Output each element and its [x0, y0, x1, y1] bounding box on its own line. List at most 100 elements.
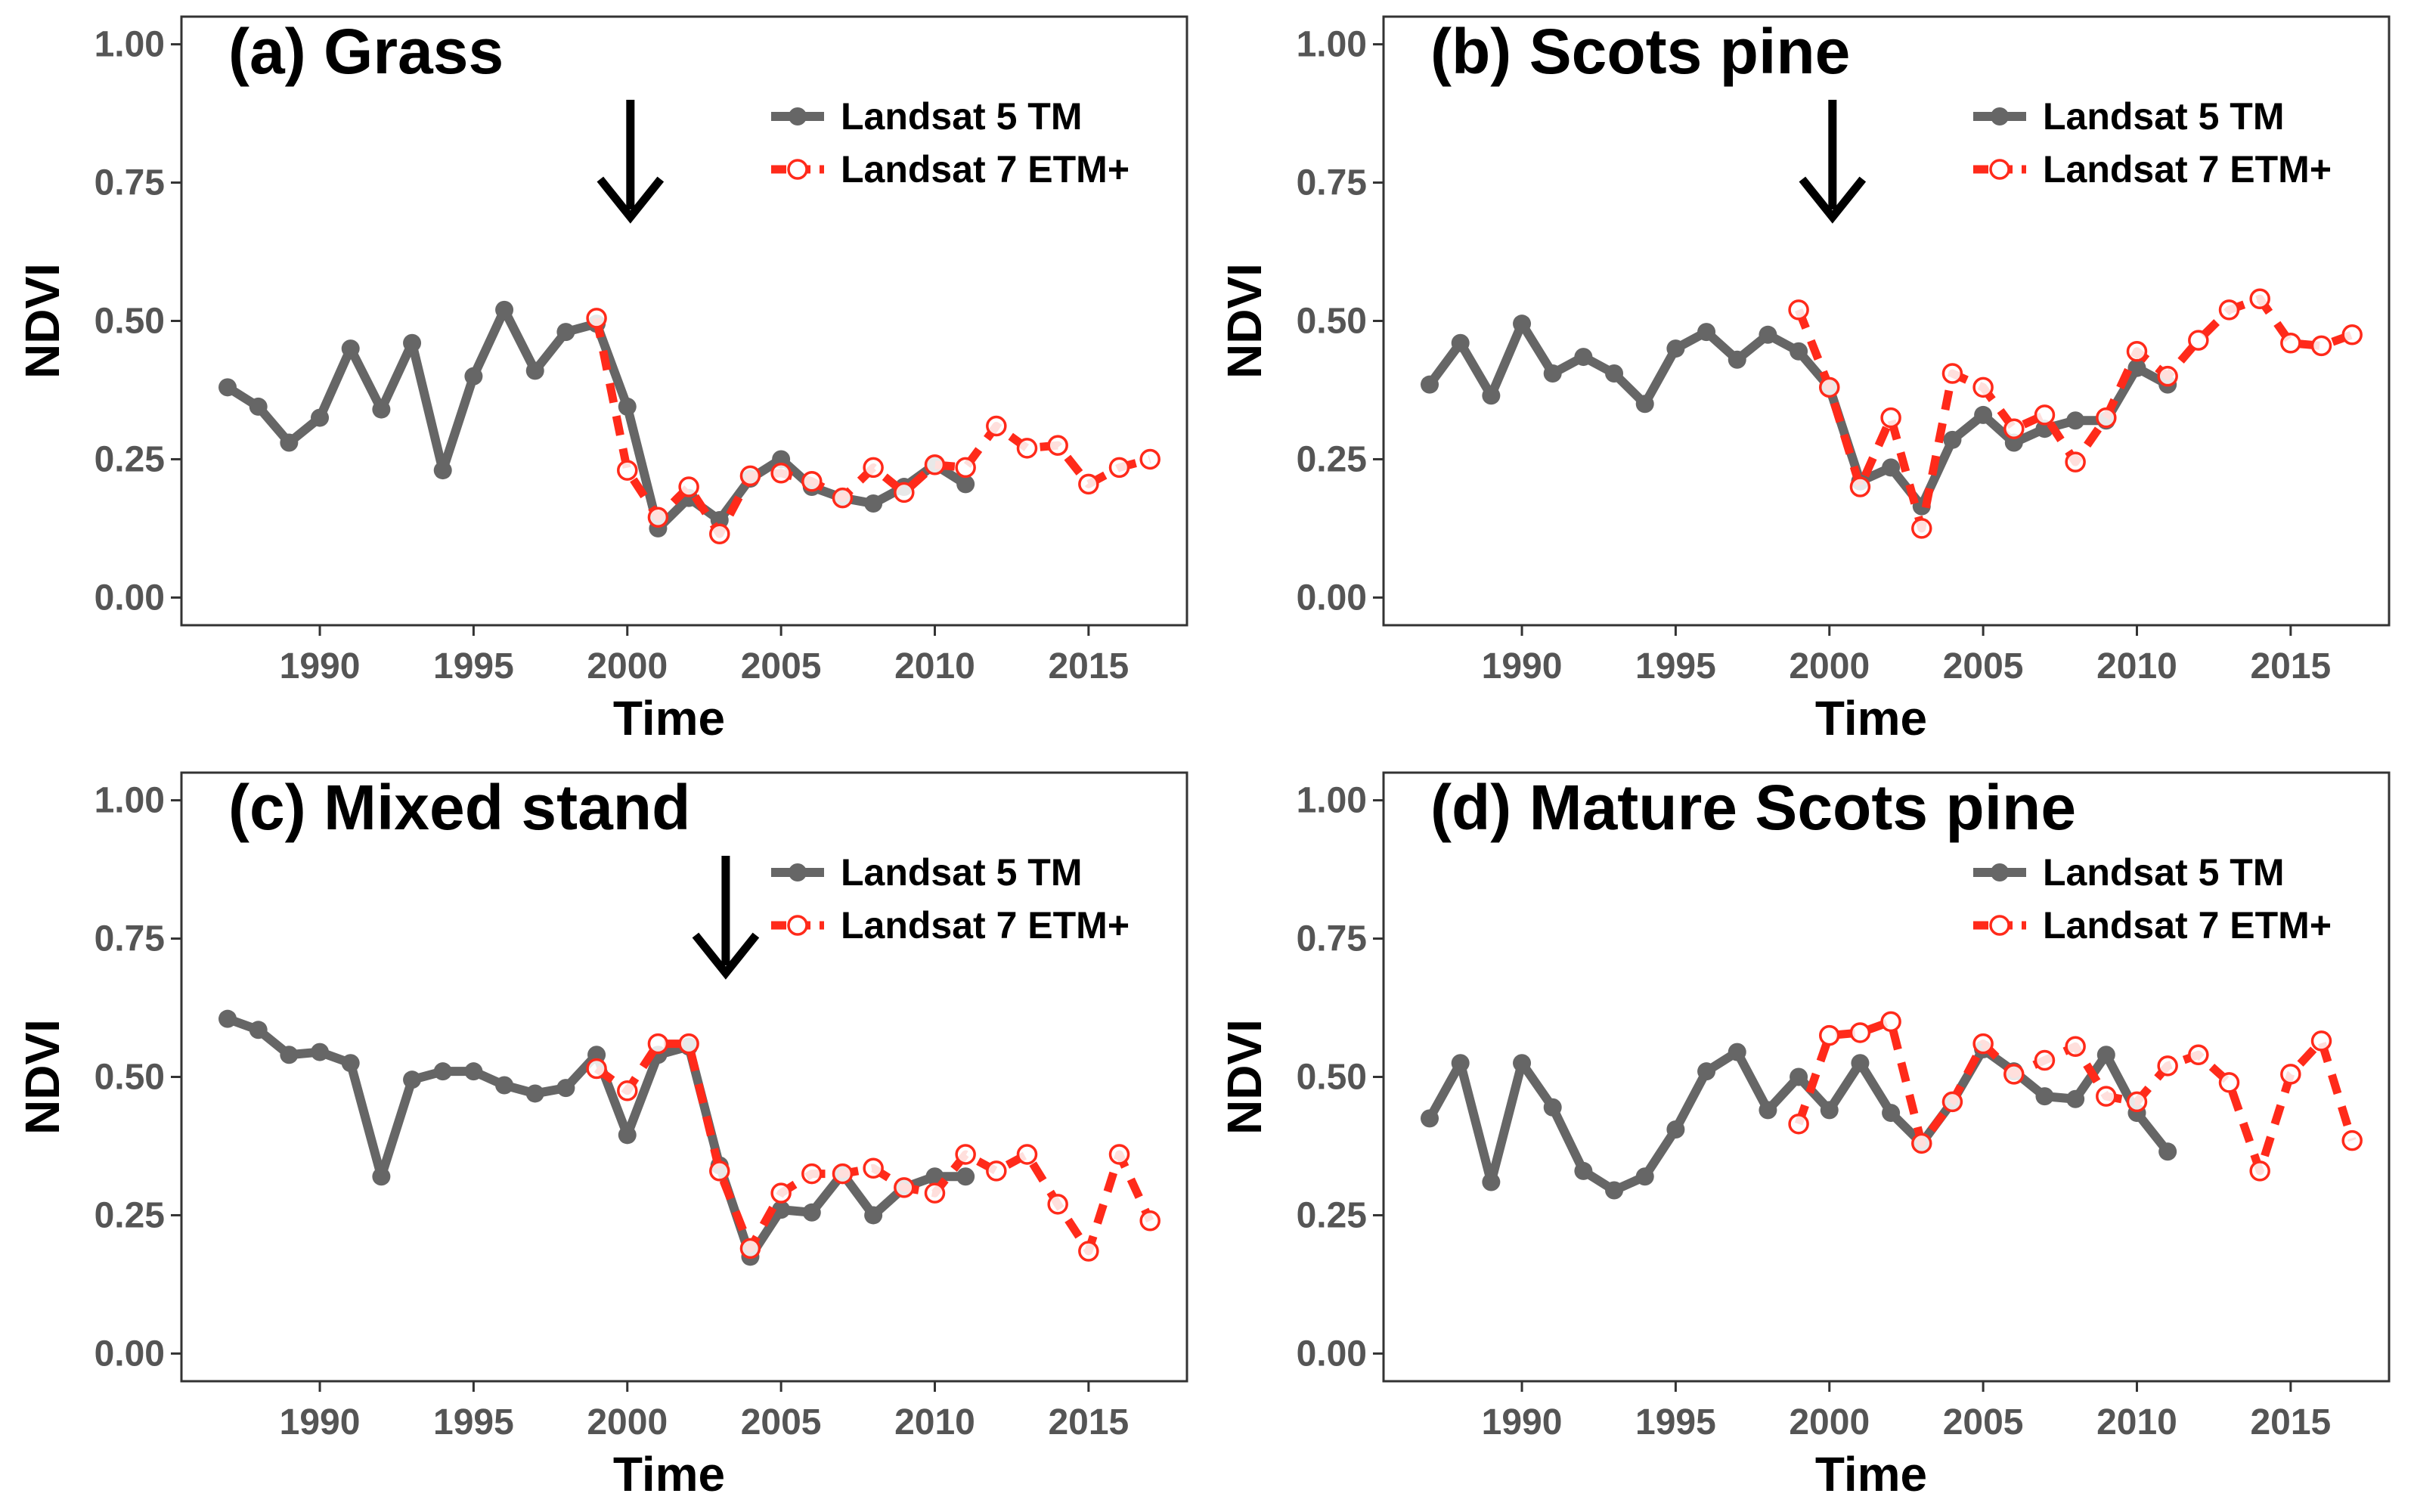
landsat5-point [1666, 339, 1685, 358]
landsat7-point [1016, 1144, 1038, 1165]
landsat5-point [495, 1076, 514, 1095]
landsat7-point [617, 460, 638, 481]
landsat5-point [403, 1070, 422, 1089]
landsat7-point [1880, 1011, 1901, 1033]
landsat7-point [1972, 1033, 1994, 1055]
landsat5-point [1605, 364, 1624, 383]
landsat7-point [2280, 333, 2301, 354]
landsat5-point [218, 1009, 237, 1028]
landsat7-point [1078, 1241, 1099, 1262]
landsat7-point [2157, 1055, 2178, 1077]
legend-landsat5-swatch-point [789, 107, 807, 125]
landsat5-point [1482, 1173, 1501, 1191]
landsat5-point [1451, 1054, 1470, 1073]
landsat7-point [2310, 335, 2332, 357]
x-tick-label: 1995 [1635, 1402, 1716, 1442]
landsat7-point [2188, 1044, 2209, 1065]
landsat7-point [2034, 1049, 2056, 1071]
landsat7-point [1972, 376, 1994, 398]
landsat7-point [863, 1157, 884, 1179]
landsat5-point [802, 1203, 821, 1222]
landsat5-point [864, 494, 883, 513]
y-tick-label: 0.25 [95, 1195, 165, 1235]
landsat5-point [618, 397, 637, 416]
landsat5-point [280, 1046, 299, 1064]
x-tick-label: 2010 [2096, 1402, 2177, 1442]
landsat7-point [1819, 1024, 1840, 1046]
legend-landsat7-label: Landsat 7 ETM+ [841, 148, 1130, 191]
landsat5-point [311, 1043, 330, 1061]
landsat7-point [1911, 518, 1932, 539]
landsat7-point [2188, 330, 2209, 351]
legend-landsat7-label: Landsat 7 ETM+ [2043, 904, 2332, 947]
landsat5-point [1943, 430, 1962, 449]
landsat7-point [2003, 1064, 2025, 1085]
disturbance-arrow-head [597, 176, 665, 224]
x-axis-label: Time [1815, 691, 1927, 745]
landsat7-point [1911, 1132, 1932, 1154]
landsat5-point [495, 300, 514, 319]
landsat5-point [1451, 333, 1470, 352]
y-tick-label: 0.25 [1297, 439, 1367, 479]
disturbance-arrow-head [692, 932, 760, 980]
landsat5-point [1635, 395, 1654, 414]
y-tick-label: 0.00 [95, 578, 165, 618]
y-tick-label: 0.50 [1297, 302, 1367, 342]
legend-landsat7-label: Landsat 7 ETM+ [2043, 148, 2332, 191]
panel-mixed-stand: 0.00 0.25 0.50 0.75 1.00 1990 1995 2000 2005 2010… [15, 771, 1188, 1501]
landsat5-point [464, 367, 483, 386]
landsat7-point [2249, 288, 2270, 309]
landsat5-point [249, 1021, 268, 1040]
landsat5-point [772, 1201, 791, 1219]
landsat7-point [2034, 404, 2056, 426]
landsat7-point [2065, 451, 2086, 472]
landsat5-point [864, 1206, 883, 1225]
landsat5-point [525, 361, 544, 380]
landsat5-point [1482, 386, 1501, 405]
landsat7-point [1880, 407, 1901, 429]
y-tick-label: 0.75 [1297, 919, 1367, 959]
landsat7-point [986, 415, 1007, 437]
landsat7-point [894, 482, 915, 503]
panel-grass: 0.00 0.25 0.50 0.75 1.00 1990 1995 2000 2005 2010… [15, 15, 1188, 745]
y-axis-label: NDVI [15, 1019, 70, 1135]
landsat5-point [2066, 1089, 2085, 1108]
disturbance-arrow-head [1799, 176, 1867, 224]
x-tick-label: 2005 [1943, 646, 2024, 686]
x-tick-label: 1990 [1482, 646, 1563, 686]
landsat5-point [1759, 325, 1777, 344]
landsat5-point [280, 433, 299, 452]
x-tick-label: 1995 [433, 646, 514, 686]
landsat5-point [1513, 1054, 1532, 1073]
landsat7-point [2003, 418, 2025, 439]
landsat5-point [1421, 1109, 1439, 1128]
landsat5-point [2035, 1087, 2054, 1106]
landsat7-point [2310, 1030, 2332, 1052]
y-axis-label: NDVI [15, 263, 70, 379]
x-tick-label: 2010 [2096, 646, 2177, 686]
legend-landsat7-swatch-point [1989, 915, 2010, 936]
panel-mature-scots-pine: 0.00 0.25 0.50 0.75 1.00 1990 1995 2000 2005 2010… [1217, 771, 2391, 1501]
legend-landsat5-swatch-point [1991, 107, 2009, 125]
landsat5-point [433, 461, 452, 480]
landsat5-point [1666, 1120, 1685, 1139]
y-tick-label: 1.00 [1297, 25, 1367, 65]
landsat7-point [770, 463, 792, 484]
series-landsat5-line [223, 305, 971, 533]
x-tick-label: 2015 [2250, 646, 2331, 686]
landsat5-point [249, 397, 268, 416]
landsat7-point [2280, 1064, 2301, 1085]
landsat7-point [1078, 473, 1099, 495]
landsat5-point [1882, 458, 1901, 477]
x-axis-label: Time [1815, 1447, 1927, 1501]
landsat7-point [2249, 1160, 2270, 1182]
x-tick-label: 2015 [2250, 1402, 2331, 1442]
landsat7-point [739, 1238, 761, 1259]
x-tick-label: 2005 [741, 646, 822, 686]
landsat5-point [1728, 1043, 1746, 1061]
landsat7-point [586, 1058, 607, 1080]
landsat5-point [556, 323, 575, 342]
x-tick-label: 1995 [1635, 646, 1716, 686]
landsat5-point [433, 1062, 452, 1081]
landsat5-point [311, 408, 330, 427]
